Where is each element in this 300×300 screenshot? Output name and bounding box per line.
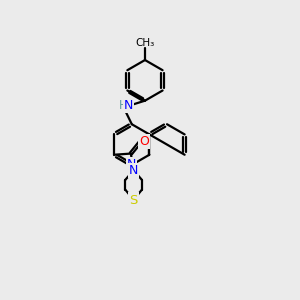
Text: O: O [139, 135, 149, 148]
Text: N: N [127, 158, 136, 171]
Text: N: N [127, 158, 136, 171]
Text: N: N [124, 99, 134, 112]
Text: N: N [124, 99, 134, 112]
Text: S: S [129, 194, 138, 206]
Text: N: N [129, 164, 138, 177]
Text: N: N [129, 164, 138, 177]
Text: H: H [119, 99, 128, 112]
Text: O: O [139, 135, 149, 148]
Text: S: S [129, 194, 138, 206]
Text: CH₃: CH₃ [135, 38, 154, 48]
Text: H: H [119, 99, 128, 112]
